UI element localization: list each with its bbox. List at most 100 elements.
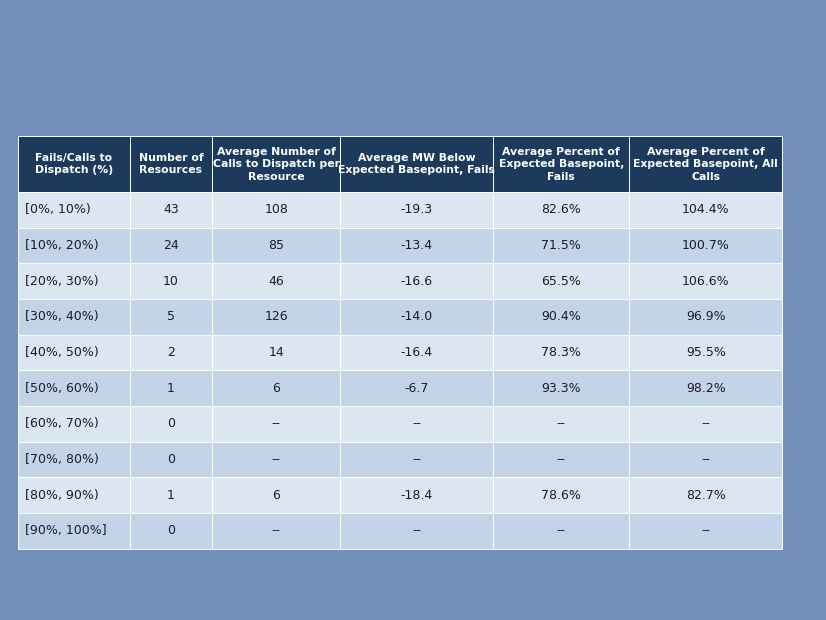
Text: 5: 5 bbox=[167, 311, 175, 324]
FancyBboxPatch shape bbox=[130, 441, 212, 477]
Text: 82.6%: 82.6% bbox=[541, 203, 582, 216]
Text: [80%, 90%): [80%, 90%) bbox=[25, 489, 98, 502]
Text: [50%, 60%): [50%, 60%) bbox=[25, 382, 98, 395]
Text: 43: 43 bbox=[163, 203, 179, 216]
Text: 106.6%: 106.6% bbox=[682, 275, 729, 288]
Text: [0%, 10%): [0%, 10%) bbox=[25, 203, 91, 216]
Text: 71.5%: 71.5% bbox=[541, 239, 582, 252]
Text: -14.0: -14.0 bbox=[401, 311, 433, 324]
FancyBboxPatch shape bbox=[629, 192, 782, 228]
Text: [30%, 40%): [30%, 40%) bbox=[25, 311, 98, 324]
Text: 1: 1 bbox=[167, 489, 175, 502]
Text: [90%, 100%]: [90%, 100%] bbox=[25, 525, 107, 538]
Text: --: -- bbox=[272, 525, 281, 538]
FancyBboxPatch shape bbox=[493, 228, 629, 264]
Text: 6: 6 bbox=[273, 489, 280, 502]
FancyBboxPatch shape bbox=[18, 370, 130, 406]
Text: --: -- bbox=[412, 417, 421, 430]
Text: 46: 46 bbox=[268, 275, 284, 288]
FancyBboxPatch shape bbox=[130, 299, 212, 335]
FancyBboxPatch shape bbox=[212, 335, 340, 370]
FancyBboxPatch shape bbox=[629, 513, 782, 549]
Text: Average Number of
Calls to Dispatch per
Resource: Average Number of Calls to Dispatch per … bbox=[213, 147, 339, 182]
Text: 93.3%: 93.3% bbox=[542, 382, 581, 395]
FancyBboxPatch shape bbox=[493, 335, 629, 370]
Text: 85: 85 bbox=[268, 239, 284, 252]
Text: Average Percent of
Expected Basepoint,
Fails: Average Percent of Expected Basepoint, F… bbox=[499, 147, 624, 182]
FancyBboxPatch shape bbox=[340, 441, 493, 477]
Text: -6.7: -6.7 bbox=[405, 382, 429, 395]
FancyBboxPatch shape bbox=[493, 192, 629, 228]
Text: 0: 0 bbox=[167, 417, 175, 430]
FancyBboxPatch shape bbox=[18, 264, 130, 299]
FancyBboxPatch shape bbox=[212, 136, 340, 192]
Text: 2: 2 bbox=[167, 346, 175, 359]
Text: 108: 108 bbox=[264, 203, 288, 216]
Text: 14: 14 bbox=[268, 346, 284, 359]
FancyBboxPatch shape bbox=[18, 513, 130, 549]
Text: --: -- bbox=[701, 525, 710, 538]
FancyBboxPatch shape bbox=[212, 228, 340, 264]
Text: --: -- bbox=[272, 417, 281, 430]
Text: -16.4: -16.4 bbox=[401, 346, 433, 359]
Text: 10: 10 bbox=[163, 275, 179, 288]
Text: --: -- bbox=[557, 525, 566, 538]
Text: -19.3: -19.3 bbox=[401, 203, 433, 216]
FancyBboxPatch shape bbox=[629, 477, 782, 513]
FancyBboxPatch shape bbox=[629, 228, 782, 264]
FancyBboxPatch shape bbox=[130, 228, 212, 264]
FancyBboxPatch shape bbox=[340, 335, 493, 370]
FancyBboxPatch shape bbox=[493, 406, 629, 441]
FancyBboxPatch shape bbox=[212, 370, 340, 406]
FancyBboxPatch shape bbox=[493, 136, 629, 192]
FancyBboxPatch shape bbox=[18, 406, 130, 441]
FancyBboxPatch shape bbox=[629, 441, 782, 477]
Text: 65.5%: 65.5% bbox=[541, 275, 582, 288]
FancyBboxPatch shape bbox=[18, 228, 130, 264]
Text: --: -- bbox=[557, 417, 566, 430]
FancyBboxPatch shape bbox=[629, 370, 782, 406]
Text: [10%, 20%): [10%, 20%) bbox=[25, 239, 98, 252]
Text: Number of
Resources: Number of Resources bbox=[139, 153, 203, 175]
Text: -13.4: -13.4 bbox=[401, 239, 433, 252]
Text: --: -- bbox=[272, 453, 281, 466]
Text: --: -- bbox=[701, 453, 710, 466]
FancyBboxPatch shape bbox=[493, 477, 629, 513]
Text: 0: 0 bbox=[167, 525, 175, 538]
FancyBboxPatch shape bbox=[493, 299, 629, 335]
Text: 82.7%: 82.7% bbox=[686, 489, 726, 502]
FancyBboxPatch shape bbox=[130, 335, 212, 370]
Text: Fails/Calls to
Dispatch (%): Fails/Calls to Dispatch (%) bbox=[35, 153, 113, 175]
FancyBboxPatch shape bbox=[130, 192, 212, 228]
Text: 126: 126 bbox=[264, 311, 288, 324]
Text: 78.3%: 78.3% bbox=[541, 346, 582, 359]
FancyBboxPatch shape bbox=[340, 477, 493, 513]
Text: --: -- bbox=[701, 417, 710, 430]
FancyBboxPatch shape bbox=[130, 513, 212, 549]
FancyBboxPatch shape bbox=[629, 406, 782, 441]
FancyBboxPatch shape bbox=[18, 299, 130, 335]
FancyBboxPatch shape bbox=[340, 299, 493, 335]
FancyBboxPatch shape bbox=[18, 136, 130, 192]
Text: 78.6%: 78.6% bbox=[541, 489, 582, 502]
Text: 6: 6 bbox=[273, 382, 280, 395]
FancyBboxPatch shape bbox=[340, 513, 493, 549]
FancyBboxPatch shape bbox=[130, 136, 212, 192]
FancyBboxPatch shape bbox=[212, 513, 340, 549]
FancyBboxPatch shape bbox=[340, 192, 493, 228]
Text: Average Percent of
Expected Basepoint, All
Calls: Average Percent of Expected Basepoint, A… bbox=[634, 147, 778, 182]
Text: 1: 1 bbox=[167, 382, 175, 395]
FancyBboxPatch shape bbox=[130, 370, 212, 406]
Text: --: -- bbox=[557, 453, 566, 466]
FancyBboxPatch shape bbox=[18, 477, 130, 513]
FancyBboxPatch shape bbox=[130, 477, 212, 513]
FancyBboxPatch shape bbox=[212, 406, 340, 441]
FancyBboxPatch shape bbox=[629, 299, 782, 335]
FancyBboxPatch shape bbox=[493, 264, 629, 299]
Text: [60%, 70%): [60%, 70%) bbox=[25, 417, 98, 430]
Text: 98.2%: 98.2% bbox=[686, 382, 726, 395]
Text: 0: 0 bbox=[167, 453, 175, 466]
FancyBboxPatch shape bbox=[130, 406, 212, 441]
FancyBboxPatch shape bbox=[18, 192, 130, 228]
FancyBboxPatch shape bbox=[212, 192, 340, 228]
